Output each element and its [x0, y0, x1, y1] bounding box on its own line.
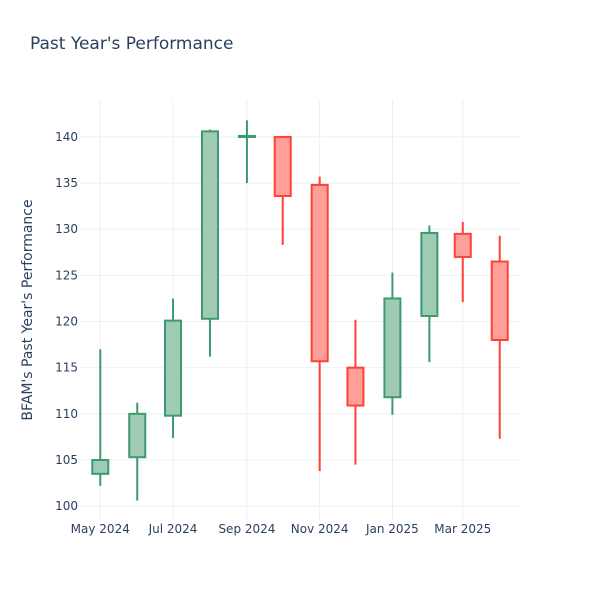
- candle-decreasing: [310, 176, 329, 472]
- candle-decreasing: [490, 235, 509, 439]
- candle-body: [383, 297, 402, 399]
- candles: [91, 120, 509, 501]
- x-tick-label: Mar 2025: [434, 522, 491, 536]
- candle-body: [273, 135, 292, 198]
- candle-increasing: [237, 120, 256, 184]
- candle-increasing: [164, 298, 183, 438]
- candle-body: [490, 260, 509, 341]
- candle-body: [200, 130, 219, 320]
- candle-body: [420, 231, 439, 317]
- x-axis-ticks: May 2024 Jul 2024 Sep 2024 Nov 2024 Jan 2025…: [71, 522, 492, 536]
- candle-body: [237, 135, 256, 138]
- x-tick-label: Jul 2024: [148, 522, 198, 536]
- chart-title: Past Year's Performance: [30, 34, 234, 54]
- candle-decreasing: [346, 319, 365, 465]
- candle-increasing: [200, 129, 219, 357]
- candle-increasing: [383, 272, 402, 415]
- y-tick-label: 130: [55, 222, 78, 236]
- candle-body: [310, 183, 329, 363]
- candle-increasing: [420, 225, 439, 363]
- candle-decreasing: [273, 135, 292, 245]
- candle-body: [128, 412, 147, 459]
- x-tick-label: May 2024: [71, 522, 130, 536]
- y-tick-label: 135: [55, 176, 78, 190]
- y-tick-label: 125: [55, 268, 78, 282]
- x-tick-label: Sep 2024: [218, 522, 275, 536]
- x-tick-label: Jan 2025: [365, 522, 419, 536]
- y-tick-label: 140: [55, 130, 78, 144]
- candle-increasing: [91, 349, 110, 486]
- candle-body: [164, 319, 183, 417]
- x-tick-label: Nov 2024: [291, 522, 349, 536]
- y-tick-label: 110: [55, 407, 78, 421]
- candle-body: [453, 232, 472, 258]
- y-tick-label: 115: [55, 361, 78, 375]
- candle-decreasing: [453, 221, 472, 303]
- candle-increasing: [128, 402, 147, 501]
- y-tick-label: 120: [55, 315, 78, 329]
- y-tick-label: 100: [55, 499, 78, 513]
- y-tick-label: 105: [55, 453, 78, 467]
- candle-body: [91, 459, 110, 475]
- candle-body: [346, 366, 365, 407]
- y-axis-label: BFAM's Past Year's Performance: [20, 199, 36, 420]
- y-axis-ticks: 100 105 110 115 120 125 130 135 140: [55, 130, 78, 513]
